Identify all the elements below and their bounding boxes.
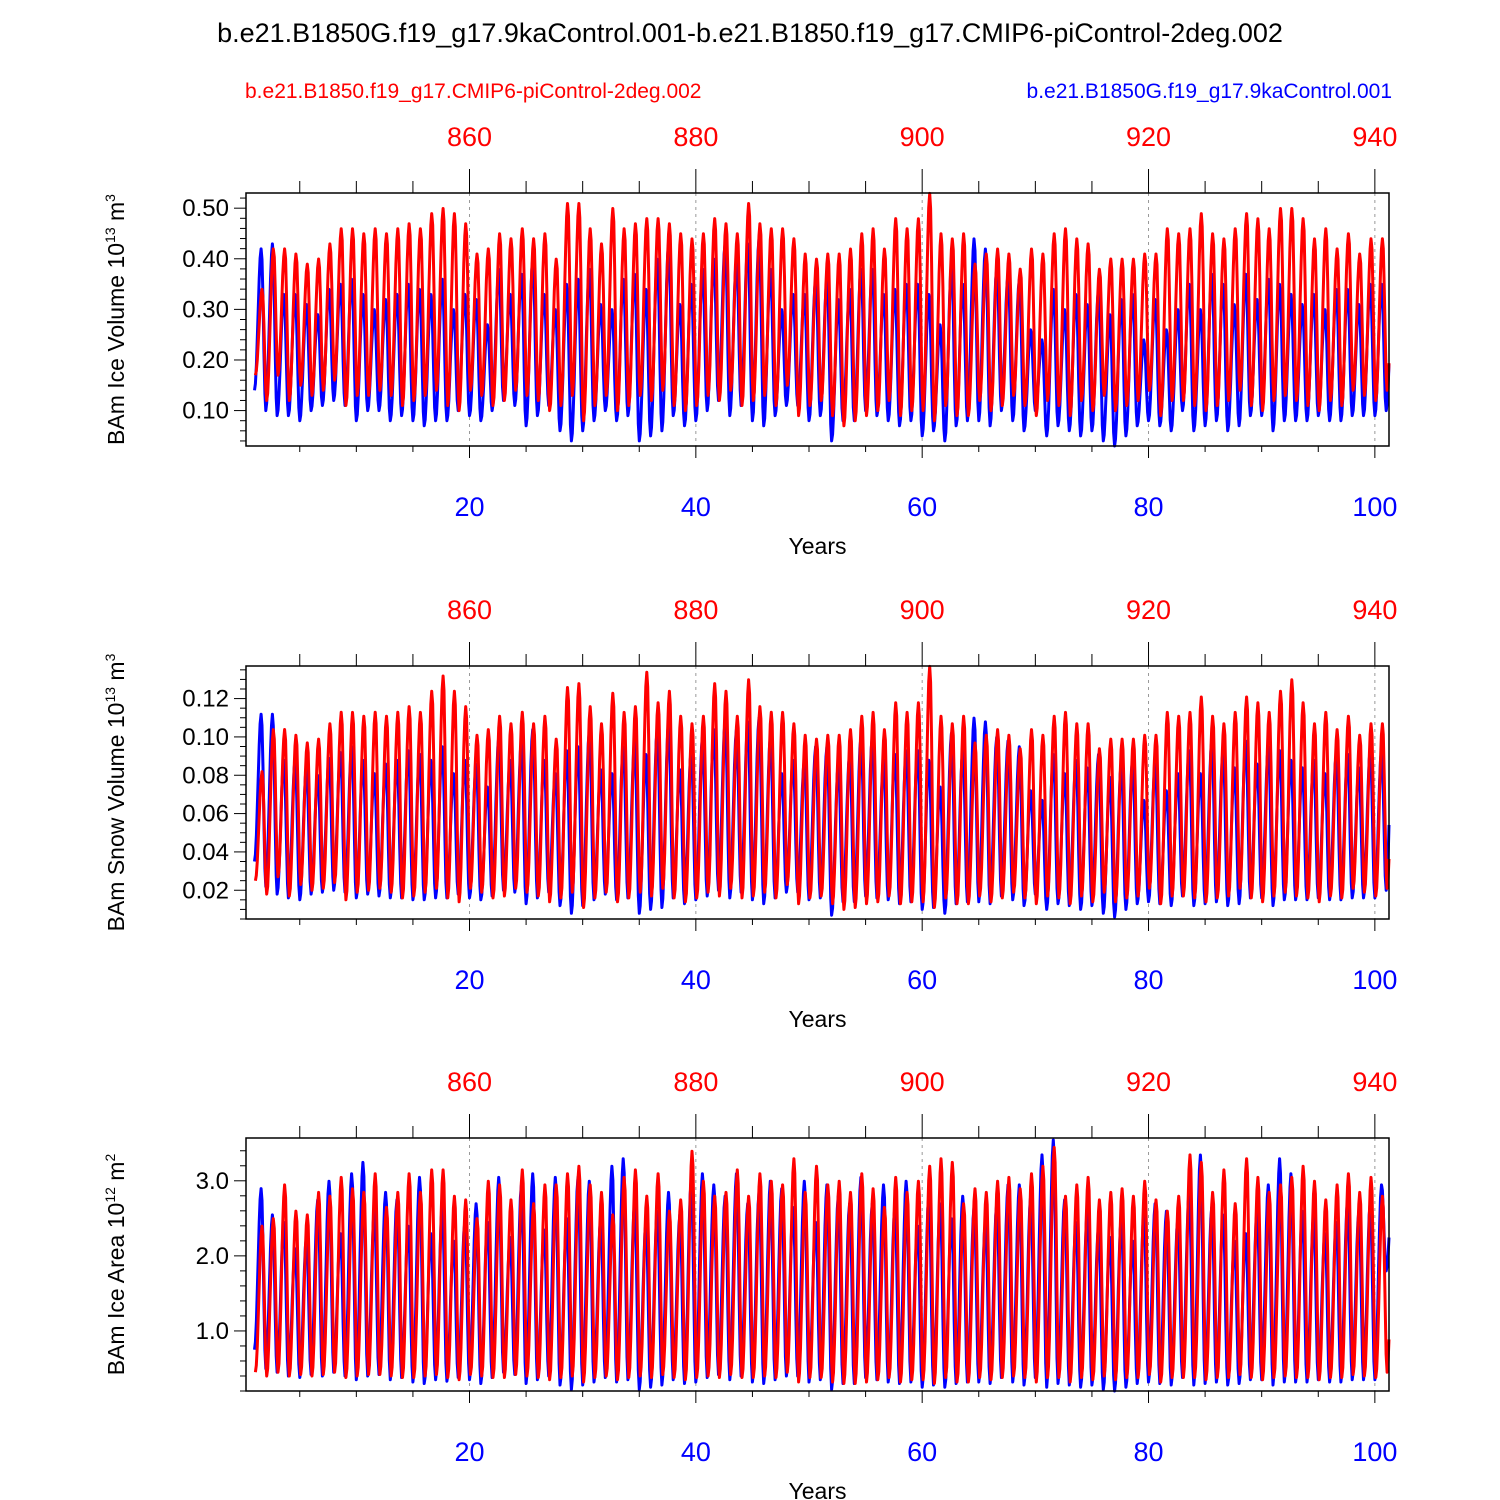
y-tick-label: 1.0 (196, 1318, 229, 1345)
chart-title: b.e21.B1850G.f19_g17.9kaControl.001-b.e2… (217, 18, 1283, 48)
y-axis-label-part: 13 (102, 687, 118, 703)
y-axis-label-part: BAm Snow Volume 10 (103, 703, 129, 932)
y-axis-label-part: 2 (102, 1154, 118, 1162)
top-x-tick-label: 940 (1352, 122, 1397, 152)
bottom-x-tick-label: 100 (1352, 492, 1397, 522)
top-x-tick-label: 900 (900, 1067, 945, 1097)
x-axis-label: Years (789, 1006, 847, 1032)
y-tick-label: 2.0 (196, 1243, 229, 1270)
plot-frame (245, 665, 1390, 920)
y-axis-label-part: 13 (102, 227, 118, 243)
y-axis-label-part: m (103, 661, 129, 687)
y-axis-label-part: m (103, 1162, 129, 1188)
top-x-tick-label: 940 (1352, 1067, 1397, 1097)
top-x-tick-label: 920 (1126, 1067, 1171, 1097)
bottom-x-tick-label: 60 (907, 492, 937, 522)
top-x-tick-label: 920 (1126, 122, 1171, 152)
y-axis-label: BAm Ice Area 1012 m2 (102, 1154, 129, 1376)
top-x-tick-label: 860 (447, 595, 492, 625)
top-x-tick-label: 880 (673, 122, 718, 152)
bottom-x-tick-label: 60 (907, 1437, 937, 1467)
y-tick-label: 3.0 (196, 1168, 229, 1195)
bottom-x-tick-label: 80 (1133, 492, 1163, 522)
y-tick-label: 0.08 (182, 762, 229, 789)
panel-1: 0.10 0.20 0.30 0.40 0.50 20 40 60 80 100 860 880 900… (102, 122, 1397, 559)
y-tick-label: 0.40 (182, 246, 229, 273)
top-x-tick-label: 900 (900, 122, 945, 152)
bottom-x-tick-label: 80 (1133, 965, 1163, 995)
bottom-x-tick-label: 40 (681, 492, 711, 522)
top-x-tick-label: 920 (1126, 595, 1171, 625)
top-x-tick-label: 880 (673, 1067, 718, 1097)
y-axis-label-part: BAm Ice Volume 10 (103, 243, 129, 445)
x-axis-label: Years (789, 1478, 847, 1500)
y-axis-label: BAm Snow Volume 1013 m3 (102, 653, 129, 931)
legend-blue-label: b.e21.B1850G.f19_g17.9kaControl.001 (1026, 80, 1392, 103)
y-axis-label-part: BAm Ice Area 10 (103, 1203, 129, 1376)
y-axis-label: BAm Ice Volume 1013 m3 (102, 194, 129, 445)
y-tick-label: 0.20 (182, 347, 229, 374)
y-tick-label: 0.10 (182, 398, 229, 425)
y-tick-label: 0.06 (182, 801, 229, 828)
panel-2: 0.02 0.04 0.06 0.08 0.10 0.12 20 40 60 80 100 860 88… (102, 595, 1397, 1032)
y-tick-label: 0.50 (182, 195, 229, 222)
panel-3: 1.0 2.0 3.0 20 40 60 80 100 860 880 900 920 940 Years… (102, 1067, 1397, 1500)
bottom-x-tick-label: 100 (1352, 1437, 1397, 1467)
plot-frame (245, 1137, 1390, 1392)
y-axis-label-part: 12 (102, 1187, 118, 1203)
y-tick-label: 0.12 (182, 686, 229, 713)
bottom-x-tick-label: 40 (681, 965, 711, 995)
x-axis-label: Years (789, 533, 847, 559)
top-x-tick-label: 940 (1352, 595, 1397, 625)
top-x-tick-label: 900 (900, 595, 945, 625)
red-series-line (253, 664, 1391, 911)
bottom-x-tick-label: 60 (907, 965, 937, 995)
bottom-x-tick-label: 20 (454, 965, 484, 995)
y-tick-label: 0.02 (182, 877, 229, 904)
red-series-line (253, 1145, 1391, 1385)
y-axis-label-part: m (103, 202, 129, 228)
y-tick-label: 0.10 (182, 724, 229, 751)
bottom-x-tick-label: 80 (1133, 1437, 1163, 1467)
y-axis-label-part: 3 (102, 653, 118, 661)
bottom-x-tick-label: 40 (681, 1437, 711, 1467)
top-x-tick-label: 860 (447, 122, 492, 152)
red-series-line (253, 191, 1391, 428)
bottom-x-tick-label: 20 (454, 1437, 484, 1467)
top-x-tick-label: 860 (447, 1067, 492, 1097)
legend-red-label: b.e21.B1850.f19_g17.CMIP6-piControl-2deg… (245, 80, 702, 103)
bottom-x-tick-label: 20 (454, 492, 484, 522)
bottom-x-tick-label: 100 (1352, 965, 1397, 995)
y-tick-label: 0.30 (182, 296, 229, 323)
y-tick-label: 0.04 (182, 839, 229, 866)
top-x-tick-label: 880 (673, 595, 718, 625)
y-axis-label-part: 3 (102, 194, 118, 202)
